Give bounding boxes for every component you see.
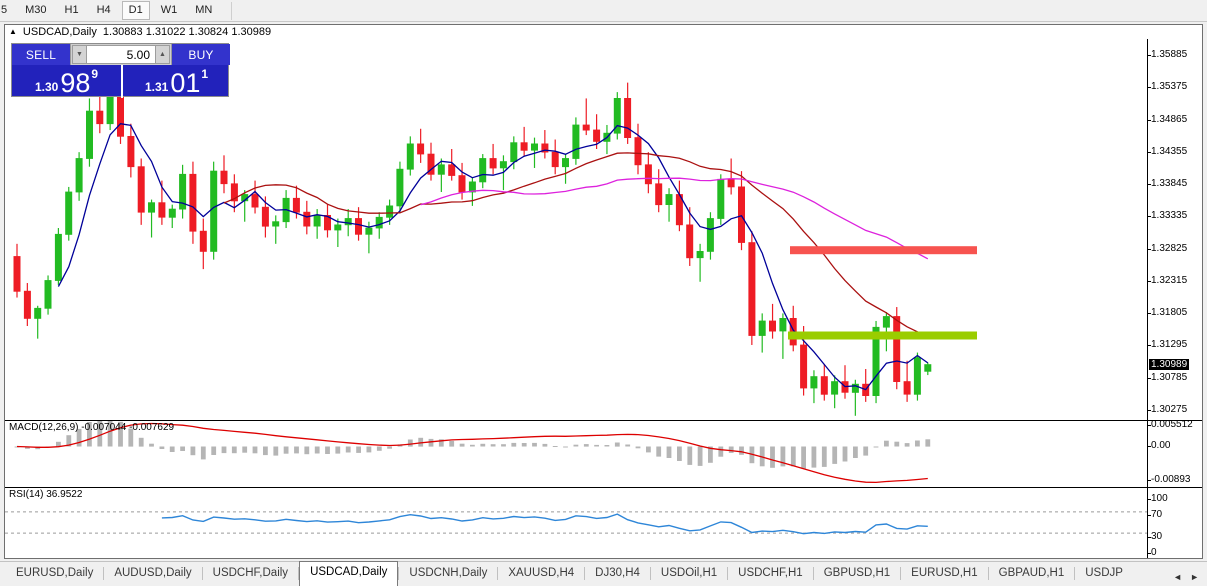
symbol-tab-divider	[298, 567, 300, 580]
rsi-tick-label: 100	[1148, 493, 1168, 504]
symbol-tab-xauusd-h4[interactable]: XAUUSD,H4	[508, 567, 575, 579]
sell-big-figure: 1.30	[34, 80, 59, 94]
price-tick-label: 1.33335	[1147, 210, 1188, 222]
chart-ohlc-values: 1.30883 1.31022 1.30824 1.30989	[102, 26, 272, 38]
scroll-left-icon[interactable]: ◄	[1173, 572, 1183, 582]
symbol-tab-divider	[900, 567, 902, 580]
timeframe-h4[interactable]: H4	[96, 4, 111, 16]
symbol-tab-usdjp[interactable]: USDJP	[1085, 567, 1123, 579]
symbol-tab-dj30-h4[interactable]: DJ30,H4	[595, 567, 640, 579]
macd-tick-label: -0.00893	[1147, 474, 1191, 485]
symbol-tab-divider	[584, 567, 586, 580]
price-tick-label: 1.31805	[1147, 307, 1188, 319]
price-tick-label: 1.33845	[1147, 178, 1188, 190]
timeframe-d1[interactable]: D1	[121, 1, 150, 20]
symbol-tab-divider	[649, 567, 651, 580]
price-tick-label: 1.35375	[1147, 81, 1188, 93]
price-pane[interactable]	[5, 39, 1147, 418]
volume-increase-icon[interactable]: ▲	[155, 45, 170, 64]
volume-input[interactable]: 5.00	[87, 45, 155, 64]
timeframe-h1[interactable]: H1	[64, 4, 79, 16]
macd-tick-label: 0.00	[1147, 439, 1171, 451]
symbol-tab-usdcnh-daily[interactable]: USDCNH,Daily	[409, 567, 488, 579]
symbol-tab-divider	[812, 567, 814, 580]
price-tick-label: 1.32315	[1147, 274, 1188, 286]
symbol-tab-divider	[1074, 567, 1076, 580]
rsi-tick-label: 30	[1147, 530, 1163, 542]
price-tick-label: 1.35885	[1147, 49, 1188, 61]
chart-symbol-label: USDCAD,Daily	[22, 26, 97, 38]
symbol-tab-divider	[103, 567, 105, 580]
price-chart-svg	[13, 73, 977, 416]
symbol-tab-usdchf-daily[interactable]: USDCHF,Daily	[212, 567, 289, 579]
scale-divider	[1148, 487, 1202, 488]
buy-fraction: 1	[201, 67, 209, 81]
oct-controls-row: SELL ▼ 5.00 ▲ BUY	[12, 44, 230, 65]
symbol-tab-divider	[398, 567, 400, 580]
symbol-tab-usdchf-h1[interactable]: USDCHF,H1	[738, 567, 803, 579]
symbol-tab-gbpusd-h1[interactable]: GBPUSD,H1	[823, 567, 891, 579]
chart-header: ▲ USDCAD,Daily 1.30883 1.31022 1.30824 1…	[5, 25, 1202, 39]
oct-prices-row: 1.30 98 9 1.31 01 1	[12, 65, 230, 98]
timeframe-m30[interactable]: M30	[25, 4, 47, 16]
buy-big-figure: 1.31	[144, 80, 169, 94]
timeframe-toolbar: 5 M30 H1 H4 D1 W1 MN	[0, 0, 1207, 22]
price-tick-label: 1.30275	[1147, 403, 1188, 415]
timeframe-5[interactable]: 5	[1, 4, 8, 16]
symbol-tab-usdcad-daily[interactable]: USDCAD,Daily	[299, 561, 399, 586]
symbol-tab-gbpaud-h1[interactable]: GBPAUD,H1	[998, 567, 1065, 579]
timeframe-mn[interactable]: MN	[195, 4, 213, 16]
rsi-tick-label: 0	[1148, 547, 1157, 558]
scroll-right-icon[interactable]: ►	[1190, 572, 1199, 582]
sell-button[interactable]: SELL	[12, 44, 70, 65]
sell-fraction: 9	[91, 67, 99, 81]
symbol-tab-audusd-daily[interactable]: AUDUSD,Daily	[114, 567, 192, 579]
price-tick-label: 1.34865	[1147, 113, 1188, 125]
sell-pips: 98	[60, 68, 91, 98]
symbol-tab-divider	[727, 567, 729, 580]
symbol-tab-usdoil-h1[interactable]: USDOil,H1	[660, 567, 718, 579]
volume-stepper[interactable]: ▼ 5.00 ▲	[70, 44, 172, 65]
sell-price-display[interactable]: 1.30 98 9	[12, 65, 121, 98]
symbol-tab-divider	[201, 567, 203, 580]
symbol-tab-divider	[497, 567, 499, 580]
symbol-tab-eurusd-daily[interactable]: EURUSD,Daily	[16, 567, 94, 579]
buy-pips: 01	[170, 68, 201, 98]
macd-pane[interactable]: MACD(12,26,9) -0.007044 -0.007629	[5, 420, 1147, 486]
chart-canvas-window[interactable]: ▲ USDCAD,Daily 1.30883 1.31022 1.30824 1…	[4, 24, 1203, 559]
buy-price-display[interactable]: 1.31 01 1	[121, 65, 230, 98]
toolbar-divider	[231, 1, 233, 20]
volume-decrease-icon[interactable]: ▼	[72, 45, 87, 64]
timeframe-w1[interactable]: W1	[160, 4, 178, 16]
symbol-tab-divider	[987, 567, 989, 580]
symbol-tab-eurusd-h1[interactable]: EURUSD,H1	[911, 567, 978, 579]
scale-divider	[1148, 420, 1202, 421]
macd-label: MACD(12,26,9) -0.007044 -0.007629	[9, 422, 175, 433]
macd-chart-svg	[14, 421, 931, 484]
price-tick-label: 1.30785	[1147, 371, 1188, 383]
rsi-tick-label: 70	[1147, 509, 1163, 521]
price-scale-axis[interactable]: 1.35885 1.35375 1.34865 1.34355 1.33845 1.333…	[1147, 39, 1202, 558]
symbol-tab-bar: EURUSD,Daily AUDUSD,Daily USDCHF,Daily USDC…	[0, 561, 1207, 586]
macd-tick-label: 0.005512	[1148, 418, 1193, 430]
current-price-tag: 1.30989	[1149, 358, 1190, 370]
rsi-chart-svg	[5, 511, 1147, 535]
price-tick-label: 1.31295	[1147, 339, 1188, 351]
price-tick-label: 1.32825	[1147, 242, 1188, 254]
one-click-trading-panel[interactable]: SELL ▼ 5.00 ▲ BUY 1.30 98 9 1.31 01 1	[11, 43, 230, 98]
symbol-bar-scroll-controls: ◄ ►	[1171, 572, 1207, 586]
collapse-triangle-icon[interactable]: ▲	[9, 27, 17, 36]
rsi-label: RSI(14) 36.9522	[9, 489, 83, 500]
price-tick-label: 1.34355	[1147, 145, 1188, 157]
rsi-pane[interactable]: RSI(14) 36.9522	[5, 487, 1147, 558]
buy-button[interactable]: BUY	[172, 44, 230, 65]
